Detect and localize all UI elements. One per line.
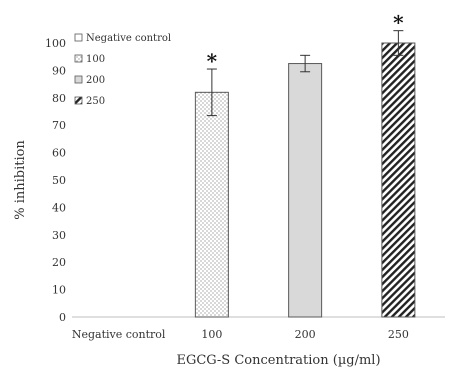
legend-swatch — [74, 75, 83, 84]
y-tick-label: 100 — [45, 37, 66, 50]
y-tick-label: 70 — [52, 119, 66, 132]
bar-250 — [381, 42, 416, 318]
y-tick-label: 90 — [52, 64, 66, 77]
bar-200 — [288, 63, 323, 318]
y-tick-label: 60 — [52, 147, 66, 160]
x-tick-label: Negative control — [72, 328, 166, 341]
error-bar — [393, 30, 404, 56]
legend-label: Negative control — [86, 33, 171, 44]
y-tick-label: 0 — [59, 311, 66, 324]
legend-label: 100 — [86, 54, 105, 65]
legend-swatch — [74, 54, 83, 63]
significance-marker: * — [393, 11, 404, 35]
legend-swatch — [74, 33, 83, 42]
x-tick-label: 100 — [201, 328, 222, 341]
error-bar — [206, 68, 217, 117]
bar-100 — [194, 91, 229, 318]
legend-label: 250 — [86, 96, 105, 107]
x-tick-label: 200 — [295, 328, 316, 341]
legend-swatch — [74, 96, 83, 105]
legend: Negative control 100 200 250 — [74, 33, 171, 107]
error-bar — [300, 54, 311, 73]
legend-label: 200 — [86, 75, 105, 86]
y-tick-label: 20 — [52, 256, 66, 269]
x-tick-label: 250 — [388, 328, 409, 341]
y-tick-label: 30 — [52, 229, 66, 242]
y-tick-label: 10 — [52, 284, 66, 297]
x-axis-title: EGCG-S Concentration (µg/ml) — [176, 353, 380, 368]
y-tick-label: 50 — [52, 174, 66, 187]
y-axis-title: % inhibition — [13, 140, 28, 220]
significance-marker: * — [207, 49, 218, 73]
y-tick-label: 40 — [52, 201, 66, 214]
y-tick-label: 80 — [52, 92, 66, 105]
